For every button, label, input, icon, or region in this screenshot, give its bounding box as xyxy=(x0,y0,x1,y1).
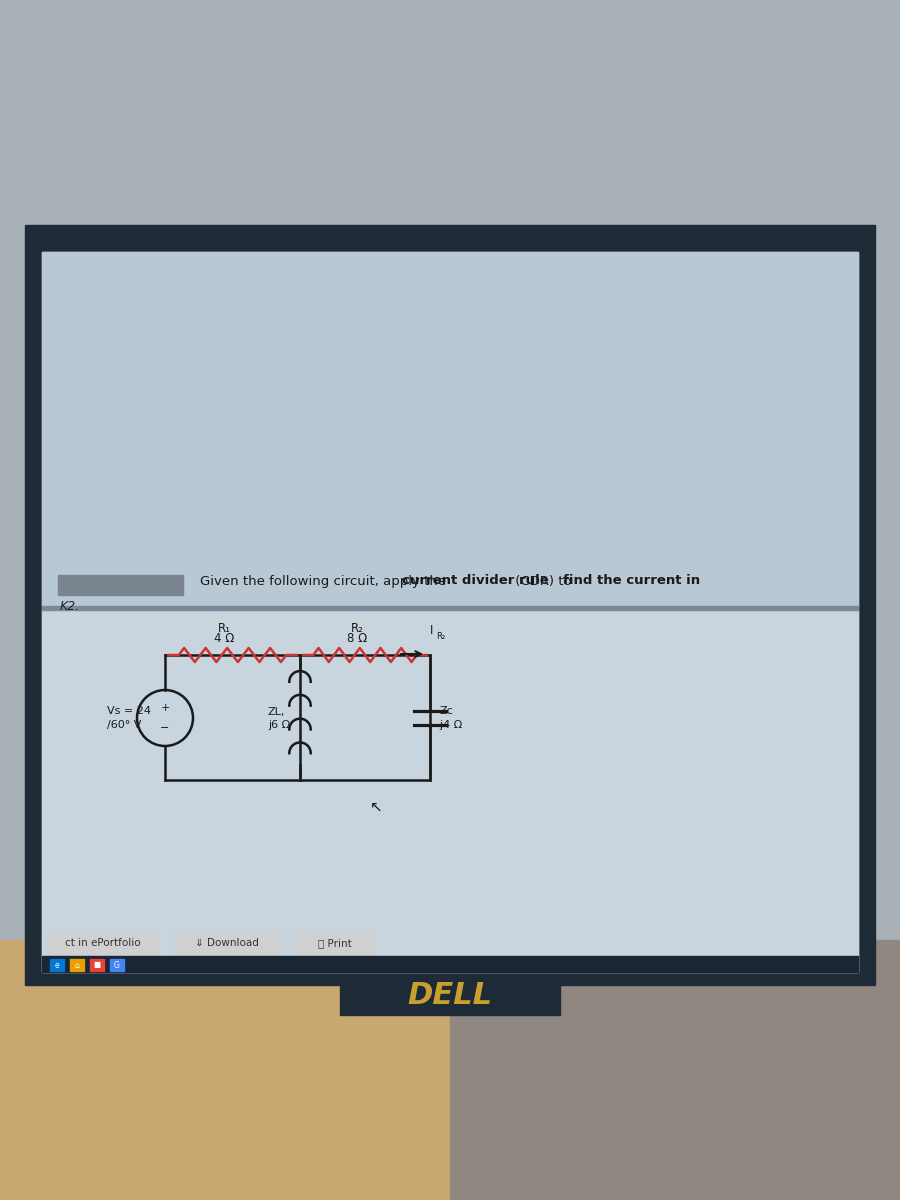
Text: ■: ■ xyxy=(94,960,101,970)
Text: I: I xyxy=(430,624,434,637)
Text: Given the following circuit, apply the: Given the following circuit, apply the xyxy=(200,575,450,588)
Bar xyxy=(50,959,64,971)
Text: R₂: R₂ xyxy=(351,622,364,635)
Text: ↖: ↖ xyxy=(370,800,382,815)
Text: G: G xyxy=(114,960,120,970)
Text: -j4 Ω: -j4 Ω xyxy=(436,720,463,731)
Bar xyxy=(42,956,858,972)
Text: Activity Details: Activity Details xyxy=(408,962,492,972)
Text: −: − xyxy=(160,722,170,733)
Text: ct in ePortfolio: ct in ePortfolio xyxy=(65,938,140,948)
Bar xyxy=(110,959,124,971)
Bar xyxy=(350,978,550,990)
Text: e: e xyxy=(55,960,59,970)
Text: (CDR) to: (CDR) to xyxy=(511,575,576,588)
Bar xyxy=(295,931,375,955)
Bar xyxy=(42,610,858,972)
Bar xyxy=(450,940,900,1200)
Text: ⌂: ⌂ xyxy=(75,960,79,970)
Bar xyxy=(42,606,858,610)
Bar xyxy=(25,226,875,985)
Text: Zc: Zc xyxy=(440,707,454,716)
Bar xyxy=(0,940,500,1200)
Bar xyxy=(90,959,104,971)
Text: /60° V: /60° V xyxy=(107,720,141,730)
Text: 4 Ω: 4 Ω xyxy=(214,632,235,646)
Bar xyxy=(340,974,560,1015)
Bar xyxy=(175,931,280,955)
Text: DELL: DELL xyxy=(408,980,492,1009)
Text: ⇓ Download: ⇓ Download xyxy=(195,938,259,948)
Bar xyxy=(385,955,515,985)
Bar xyxy=(48,931,158,955)
Text: find the current in: find the current in xyxy=(562,575,699,588)
Bar xyxy=(42,252,858,606)
Text: ZL,: ZL, xyxy=(268,707,285,716)
Text: K2.: K2. xyxy=(60,600,80,612)
Text: ⎙ Print: ⎙ Print xyxy=(318,938,352,948)
Text: R₁: R₁ xyxy=(218,622,231,635)
Bar xyxy=(58,575,183,595)
Text: j6 Ω: j6 Ω xyxy=(268,720,290,731)
Text: +: + xyxy=(160,703,170,713)
Text: R₂: R₂ xyxy=(436,632,446,641)
Bar xyxy=(42,252,858,972)
Text: current divider rule: current divider rule xyxy=(402,575,549,588)
Text: Vs = 24: Vs = 24 xyxy=(107,706,151,716)
Bar xyxy=(70,959,84,971)
Text: 8 Ω: 8 Ω xyxy=(346,632,367,646)
